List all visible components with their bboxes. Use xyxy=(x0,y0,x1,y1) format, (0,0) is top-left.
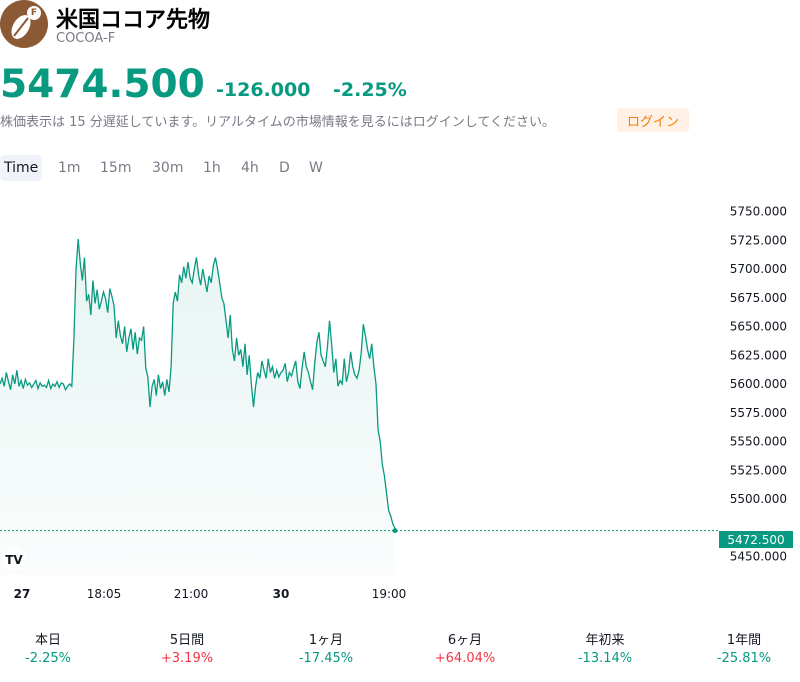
last-price-dot xyxy=(392,528,398,534)
return-today[interactable]: 本日 -2.25% xyxy=(0,632,98,668)
return-value: -2.25% xyxy=(25,651,71,666)
return-ytd[interactable]: 年初来 -13.14% xyxy=(555,632,655,668)
tradingview-watermark-label: TV xyxy=(5,553,23,567)
tradingview-watermark[interactable]: TV xyxy=(2,547,26,571)
return-value: -25.81% xyxy=(716,651,772,666)
return-label: 6ヶ月 xyxy=(447,633,483,648)
y-tick-label: 5600.000 xyxy=(730,377,787,391)
time-axis[interactable]: 27 18:05 21:00 30 19:00 xyxy=(14,587,407,601)
interval-time[interactable]: Time xyxy=(0,155,43,181)
interval-selector: Time 1m 15m 30m 1h 4h D W xyxy=(0,155,400,181)
y-tick-label: 5650.000 xyxy=(730,320,787,334)
price-axis[interactable]: 5750.000 5725.000 5700.000 5675.000 5650.000… xyxy=(730,205,787,564)
y-tick-label: 5725.000 xyxy=(730,233,787,247)
x-tick-label: 27 xyxy=(14,587,31,601)
price-area-fill xyxy=(0,239,395,575)
delay-notice: 株価表示は 15 分遅延しています。リアルタイムの市場情報を見るにはログインして… xyxy=(0,115,555,130)
return-value: +3.19% xyxy=(160,651,214,666)
instrument-title: 米国ココア先物 xyxy=(56,8,211,33)
price-chart[interactable]: 5750.000 5725.000 5700.000 5675.000 5650.000… xyxy=(0,190,800,615)
interval-30m[interactable]: 30m xyxy=(152,160,184,176)
return-6m[interactable]: 6ヶ月 +64.04% xyxy=(415,632,515,668)
y-tick-label: 5575.000 xyxy=(730,406,787,420)
y-tick-label: 5625.000 xyxy=(730,348,787,362)
interval-4h[interactable]: 4h xyxy=(241,160,259,176)
return-1m[interactable]: 1ヶ月 -17.45% xyxy=(276,632,376,668)
y-tick-label: 5750.000 xyxy=(730,205,787,219)
return-label: 本日 xyxy=(34,633,61,648)
price-change-percent: -2.25% xyxy=(333,79,407,101)
login-button[interactable]: ログイン xyxy=(617,108,689,132)
x-tick-label: 21:00 xyxy=(174,587,209,601)
return-value: +64.04% xyxy=(434,651,496,666)
return-label: 5日間 xyxy=(169,633,205,648)
y-tick-label: 5525.000 xyxy=(730,463,787,477)
return-label: 1年間 xyxy=(726,633,762,648)
return-label: 年初来 xyxy=(585,633,625,648)
cocoa-logo: F xyxy=(0,0,48,48)
return-5d[interactable]: 5日間 +3.19% xyxy=(137,632,237,668)
last-price: 5474.500 xyxy=(0,62,205,107)
instrument-symbol: COCOA-F xyxy=(56,31,116,46)
x-tick-label: 19:00 xyxy=(372,587,407,601)
y-tick-label: 5500.000 xyxy=(730,492,787,506)
return-1y[interactable]: 1年間 -25.81% xyxy=(694,632,794,668)
interval-1h[interactable]: 1h xyxy=(203,160,221,176)
x-tick-label: 30 xyxy=(273,587,290,601)
price-line xyxy=(0,239,396,529)
quote-block: 5474.500 -126.000 -2.25% xyxy=(0,60,800,110)
return-value: -13.14% xyxy=(577,651,633,666)
y-tick-label: 5700.000 xyxy=(730,262,787,276)
futures-badge: F xyxy=(27,6,41,20)
interval-15m[interactable]: 15m xyxy=(100,160,132,176)
performance-bar: 本日 -2.25% 5日間 +3.19% 1ヶ月 -17.45% 6ヶ月 +64… xyxy=(0,632,800,676)
cocoa-bean-icon xyxy=(11,15,31,39)
y-tick-label: 5550.000 xyxy=(730,435,787,449)
return-label: 1ヶ月 xyxy=(308,633,344,648)
y-tick-label: 5450.000 xyxy=(730,550,787,564)
interval-d[interactable]: D xyxy=(279,160,290,176)
return-value: -17.45% xyxy=(298,651,354,666)
instrument-header: F 米国ココア先物 COCOA-F xyxy=(0,0,800,52)
last-price-tag xyxy=(719,531,793,548)
interval-w[interactable]: W xyxy=(309,160,323,176)
last-price-tag-label: 5472.500 xyxy=(727,533,784,547)
x-tick-label: 18:05 xyxy=(87,587,122,601)
interval-1m[interactable]: 1m xyxy=(58,160,81,176)
y-tick-label: 5675.000 xyxy=(730,291,787,305)
price-change: -126.000 xyxy=(216,79,311,101)
